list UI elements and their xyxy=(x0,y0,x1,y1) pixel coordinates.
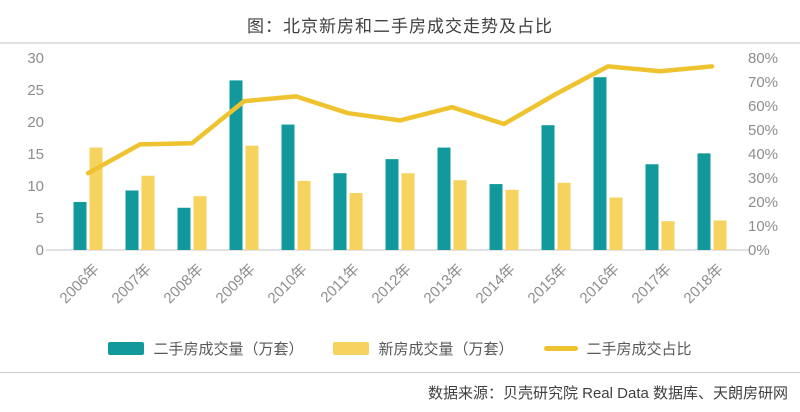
left-axis-tick: 10 xyxy=(27,178,44,195)
x-axis-label: 2007年 xyxy=(109,261,155,307)
x-axis-label: 2011年 xyxy=(317,261,362,306)
right-axis-tick: 80% xyxy=(748,50,778,67)
bar-secondhand-volume xyxy=(177,207,191,250)
bar-secondhand-volume xyxy=(541,125,555,250)
right-axis-tick: 40% xyxy=(748,146,778,163)
legend-item-newhome-volume: 新房成交量（万套） xyxy=(333,338,514,359)
x-axis-label: 2017年 xyxy=(629,261,675,307)
bar-secondhand-volume xyxy=(73,202,87,250)
bar-secondhand-volume xyxy=(489,184,503,250)
x-axis-label: 2010年 xyxy=(265,261,311,307)
secondhand-share-line xyxy=(85,64,715,176)
teal-bar-swatch xyxy=(108,341,145,355)
bar-secondhand-volume xyxy=(229,80,243,251)
left-axis-tick: 20 xyxy=(27,114,44,131)
bar-secondhand-volume xyxy=(333,173,347,250)
legend-item-secondhand-volume: 二手房成交量（万套） xyxy=(108,338,303,359)
data-source: 数据来源：贝壳研究院 Real Data 数据库、天朗房研网 xyxy=(427,385,788,402)
x-axis-label: 2014年 xyxy=(473,261,519,307)
legend-label-newhome-volume: 新房成交量（万套） xyxy=(378,340,514,358)
x-axis-label: 2015年 xyxy=(525,261,571,307)
left-axis-tick: 15 xyxy=(27,146,44,163)
x-axis-label: 2008年 xyxy=(161,261,207,307)
bar-secondhand-volume xyxy=(281,124,295,250)
bottom-divider xyxy=(0,372,800,373)
chart-title: 图：北京新房和二手房成交走势及占比 xyxy=(247,17,553,36)
legend-item-secondhand-share: 二手房成交占比 xyxy=(543,338,692,359)
bar-secondhand-volume xyxy=(125,190,139,250)
bar-secondhand-volume xyxy=(385,159,399,250)
right-axis-tick: 30% xyxy=(748,170,778,187)
legend-label-secondhand-share: 二手房成交占比 xyxy=(586,340,692,358)
x-axis-label: 2018年 xyxy=(681,261,727,307)
top-divider xyxy=(0,42,800,44)
bar-newhome-volume xyxy=(89,147,103,250)
bar-newhome-volume xyxy=(609,197,623,250)
yellow-line-swatch xyxy=(543,345,578,351)
left-axis-tick: 25 xyxy=(27,82,44,99)
bar-newhome-volume xyxy=(661,221,675,250)
legend-label-secondhand-volume: 二手房成交量（万套） xyxy=(153,340,304,358)
yellow-bar-swatch xyxy=(333,341,370,355)
left-axis-tick: 0 xyxy=(36,242,44,259)
bar-newhome-volume xyxy=(401,173,415,250)
bar-newhome-volume xyxy=(713,220,727,250)
right-axis-tick: 0% xyxy=(748,242,770,259)
right-axis-tick: 70% xyxy=(748,74,778,91)
bar-newhome-volume xyxy=(557,182,571,250)
left-axis-tick: 5 xyxy=(36,210,44,227)
right-axis-tick: 10% xyxy=(748,218,778,235)
x-axis-label: 2006年 xyxy=(57,261,103,307)
right-axis-tick: 50% xyxy=(748,122,778,139)
bar-secondhand-volume xyxy=(645,164,659,250)
combo-chart: 0 5 10 15 20 25 30 0% 10% 20% 30% 40% 50% 60% 70% 80% 20… xyxy=(27,50,778,307)
bar-secondhand-volume xyxy=(593,77,607,250)
x-axis-label: 2013年 xyxy=(421,261,467,307)
right-axis-tick: 20% xyxy=(748,194,778,211)
x-axis-label: 2012年 xyxy=(369,261,415,307)
bar-newhome-volume xyxy=(193,196,207,250)
bar-newhome-volume xyxy=(297,180,311,250)
bar-newhome-volume xyxy=(349,193,363,250)
left-axis-tick: 30 xyxy=(27,50,44,67)
bar-newhome-volume xyxy=(505,189,519,250)
right-axis-tick: 60% xyxy=(748,98,778,115)
bar-secondhand-volume xyxy=(697,153,711,250)
bar-newhome-volume xyxy=(453,180,467,250)
bar-newhome-volume xyxy=(141,175,155,250)
x-axis-label: 2016年 xyxy=(577,261,623,307)
bar-secondhand-volume xyxy=(437,147,451,250)
bar-newhome-volume xyxy=(245,145,259,250)
x-axis-label: 2009年 xyxy=(213,261,259,307)
legend: 二手房成交量（万套） 新房成交量（万套） 二手房成交占比 xyxy=(0,338,800,358)
